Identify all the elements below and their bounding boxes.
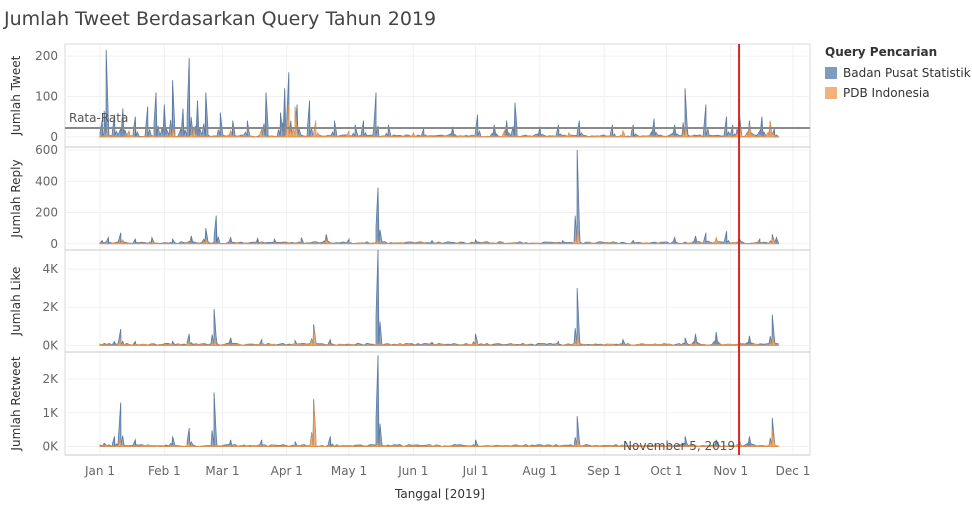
legend: Query Pencarian Badan Pusat Statistik PD… [825, 45, 971, 103]
x-tick-label: Jun 1 [397, 464, 428, 478]
average-label: Rata-Rata [69, 111, 128, 125]
x-tick-label: Sep 1 [587, 464, 621, 478]
series-area-pdb[interactable] [99, 104, 780, 138]
x-tick-label: Jan 1 [84, 464, 115, 478]
y-axis-title: Jumlah Reply [9, 159, 23, 238]
y-axis-title: Jumlah Tweet [9, 55, 23, 136]
series-area-bps[interactable] [99, 249, 779, 347]
y-axis-title: Jumlah Retweet [9, 356, 23, 451]
y-tick-label: 0 [50, 237, 58, 251]
x-tick-label: Oct 1 [650, 464, 682, 478]
y-tick-label: 2K [42, 300, 59, 314]
series-area-bps[interactable] [99, 355, 779, 448]
chart-title: Jumlah Tweet Berdasarkan Query Tahun 201… [4, 8, 437, 30]
y-tick-label: 200 [35, 49, 58, 63]
x-tick-label: Nov 1 [713, 464, 748, 478]
y-tick-label: 400 [35, 174, 58, 188]
series-area-pdb[interactable] [99, 228, 779, 245]
x-tick-label: Mar 1 [205, 464, 239, 478]
y-tick-label: 0K [42, 338, 59, 352]
reference-label: November 5, 2019 [623, 439, 735, 453]
x-tick-label: Apr 1 [271, 464, 303, 478]
x-tick-label: Dec 1 [776, 464, 811, 478]
series-area-pdb[interactable] [99, 328, 780, 347]
x-axis-title: Tanggal [2019] [395, 487, 485, 501]
x-tick-label: Feb 1 [148, 464, 181, 478]
series-area-bps[interactable] [99, 150, 779, 245]
series-area-pdb[interactable] [99, 402, 780, 448]
legend-label-pdb: PDB Indonesia [843, 86, 930, 100]
legend-title: Query Pencarian [825, 45, 938, 59]
legend-swatch-bps [825, 67, 837, 79]
legend-item-bps[interactable]: Badan Pusat Statistik [825, 63, 971, 83]
x-tick-label: Jul 1 [462, 464, 489, 478]
y-tick-label: 600 [35, 143, 58, 157]
legend-label-bps: Badan Pusat Statistik [843, 66, 971, 80]
y-tick-label: 0K [42, 440, 59, 454]
y-tick-label: 1K [42, 406, 59, 420]
x-tick-label: Aug 1 [522, 464, 557, 478]
y-axis-title: Jumlah Like [9, 267, 23, 337]
x-tick-label: May 1 [331, 464, 367, 478]
y-tick-label: 200 [35, 206, 58, 220]
y-tick-label: 4K [42, 262, 59, 276]
y-tick-label: 0 [50, 130, 58, 144]
legend-item-pdb[interactable]: PDB Indonesia [825, 83, 971, 103]
y-tick-label: 100 [35, 90, 58, 104]
y-tick-label: 2K [42, 372, 59, 386]
series-area-bps[interactable] [99, 50, 780, 139]
legend-swatch-pdb [825, 87, 837, 99]
